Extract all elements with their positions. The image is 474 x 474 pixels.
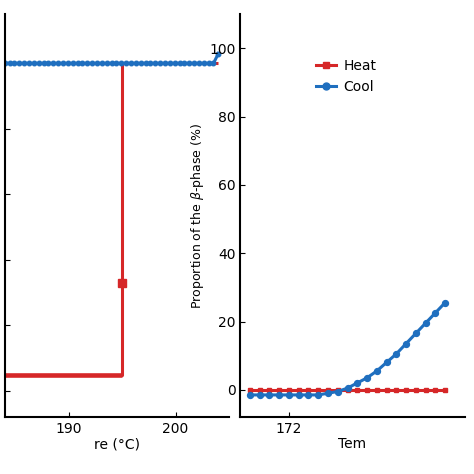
Y-axis label: Proportion of the $\beta$-phase (%): Proportion of the $\beta$-phase (%) xyxy=(189,123,206,309)
Text: b: b xyxy=(200,0,218,6)
X-axis label: Tem: Tem xyxy=(338,438,366,451)
Legend: Heat, Cool: Heat, Cool xyxy=(310,54,382,100)
X-axis label: re (°C): re (°C) xyxy=(94,438,140,451)
